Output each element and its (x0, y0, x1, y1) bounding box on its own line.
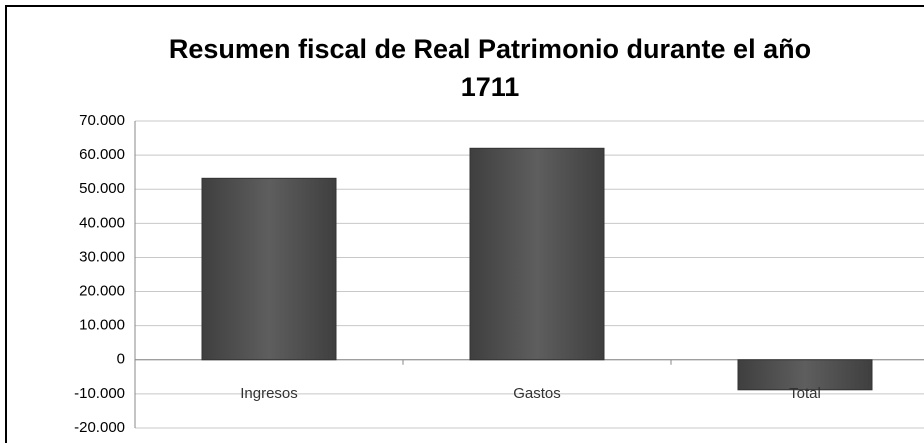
y-tick-label: 10.000 (79, 317, 125, 334)
chart-title: Resumen fiscal de Real Patrimonio durant… (168, 34, 812, 102)
bar (737, 359, 873, 391)
y-tick-label: 20.000 (79, 283, 125, 300)
y-tick-label: 60.000 (79, 146, 125, 163)
y-tick-label: 50.000 (79, 180, 125, 197)
chart-border (5, 5, 924, 443)
x-tick-label: Total (789, 385, 821, 402)
x-tick-label: Gastos (513, 385, 561, 402)
y-tick-label: -10.000 (74, 385, 125, 402)
y-tick-label: 30.000 (79, 248, 125, 265)
y-tick-label: 40.000 (79, 214, 125, 231)
bar (469, 147, 605, 361)
bar (201, 177, 337, 361)
y-tick-label: 70.000 (79, 112, 125, 129)
y-tick-label: 0 (117, 351, 125, 368)
x-tick-label: Ingresos (240, 385, 298, 402)
y-tick-label: -20.000 (74, 419, 125, 436)
